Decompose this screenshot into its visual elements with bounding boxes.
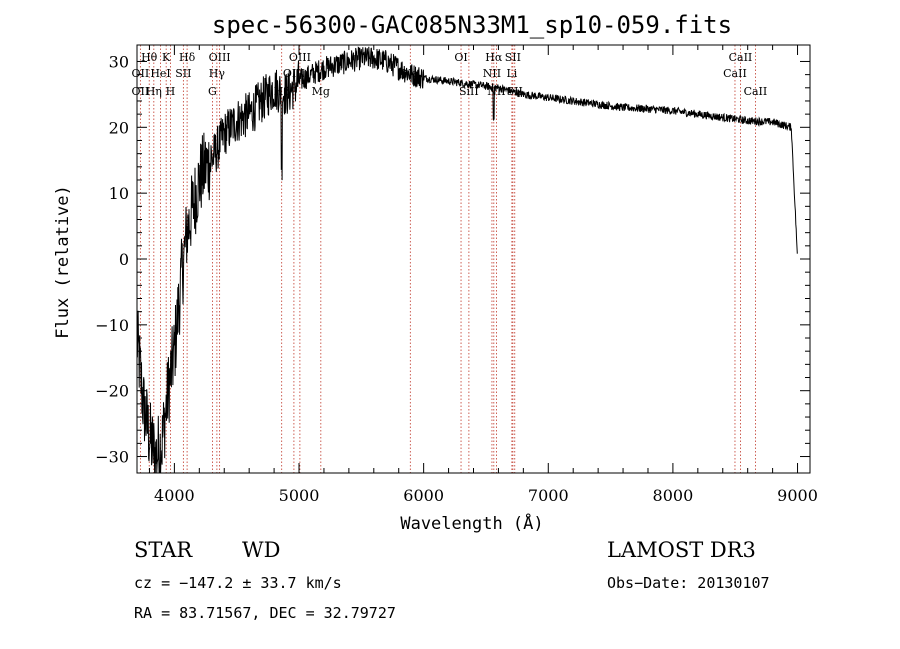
y-tick-labels: −30 −20 −10 0 10 20 30 xyxy=(95,52,129,466)
x-tick-label: 5000 xyxy=(279,486,320,505)
x-tick-label: 8000 xyxy=(653,486,694,505)
y-tick-label: 30 xyxy=(109,52,129,71)
observation-date: Obs−Date: 20130107 xyxy=(607,574,770,592)
x-tick-labels: 4000 5000 6000 7000 8000 9000 xyxy=(154,486,818,505)
spectral-line-label: HeI xyxy=(150,67,170,80)
axis-ticks xyxy=(137,45,810,473)
spectral-line-label: G xyxy=(208,85,217,98)
spectral-line-label: Na xyxy=(402,67,419,80)
spectral-line-label: CaII xyxy=(744,85,768,98)
object-subclass: WD xyxy=(242,538,281,562)
spectral-line-label: NII xyxy=(487,85,505,98)
spectral-line-label: Hγ xyxy=(209,67,226,80)
spectral-line-label: K xyxy=(162,51,171,64)
spectral-line-label: SII xyxy=(507,85,523,98)
spectral-line-label: SII xyxy=(505,51,521,64)
spectral-line-label: Hη xyxy=(146,85,162,98)
spectral-line-label: OIII xyxy=(289,51,311,64)
spectral-line-label: OIII xyxy=(283,67,305,80)
spectral-line-label: H xyxy=(166,85,176,98)
spectral-line-label: Hα xyxy=(485,51,503,64)
chart-title: spec-56300-GAC085N33M1_sp10-059.fits xyxy=(212,11,732,39)
spectral-line-label: CaII xyxy=(723,67,747,80)
spectral-line-label: Li xyxy=(506,67,517,80)
y-tick-label: 0 xyxy=(119,250,129,269)
y-axis-label: Flux (relative) xyxy=(53,185,73,339)
coordinates: RA = 83.71567, DEC = 32.79727 xyxy=(134,604,396,622)
x-tick-label: 9000 xyxy=(777,486,818,505)
x-tick-label: 7000 xyxy=(528,486,569,505)
survey-name: LAMOST DR3 xyxy=(607,538,756,562)
spectral-line-label: SiII xyxy=(459,85,479,98)
spectral-line-label: OII xyxy=(132,67,150,80)
spectral-line-label: OI xyxy=(454,51,467,64)
y-tick-label: −20 xyxy=(95,382,129,401)
spectral-line-label: CaII xyxy=(729,51,753,64)
x-tick-label: 4000 xyxy=(154,486,195,505)
spectral-line-label: Hθ xyxy=(141,51,158,64)
spectral-line-label: NII xyxy=(483,67,501,80)
redshift-velocity: cz = −147.2 ± 33.7 km/s xyxy=(134,574,342,592)
spectral-line-labels: Hθ OII OII K HeI Hη Hδ SII H OIII Hγ G OIII OIII Hβ Mg N… xyxy=(132,51,768,98)
spectral-line-label: Hβ xyxy=(274,85,290,98)
spectral-line-label: Mg xyxy=(312,85,330,98)
object-class: STAR xyxy=(134,538,193,562)
spectral-line-label: OIII xyxy=(209,51,231,64)
x-tick-label: 6000 xyxy=(403,486,444,505)
spectrum-line xyxy=(136,46,798,474)
x-axis-label: Wavelength (Å) xyxy=(400,512,543,534)
y-tick-label: −10 xyxy=(95,316,129,335)
spectral-line-markers xyxy=(139,45,756,473)
spectral-line-label: Hδ xyxy=(179,51,196,64)
y-tick-label: −30 xyxy=(95,448,129,467)
y-tick-label: 10 xyxy=(109,184,129,203)
spectral-line-label: SII xyxy=(175,67,191,80)
spectral-line-label: OII xyxy=(132,85,150,98)
y-tick-label: 20 xyxy=(109,118,129,137)
